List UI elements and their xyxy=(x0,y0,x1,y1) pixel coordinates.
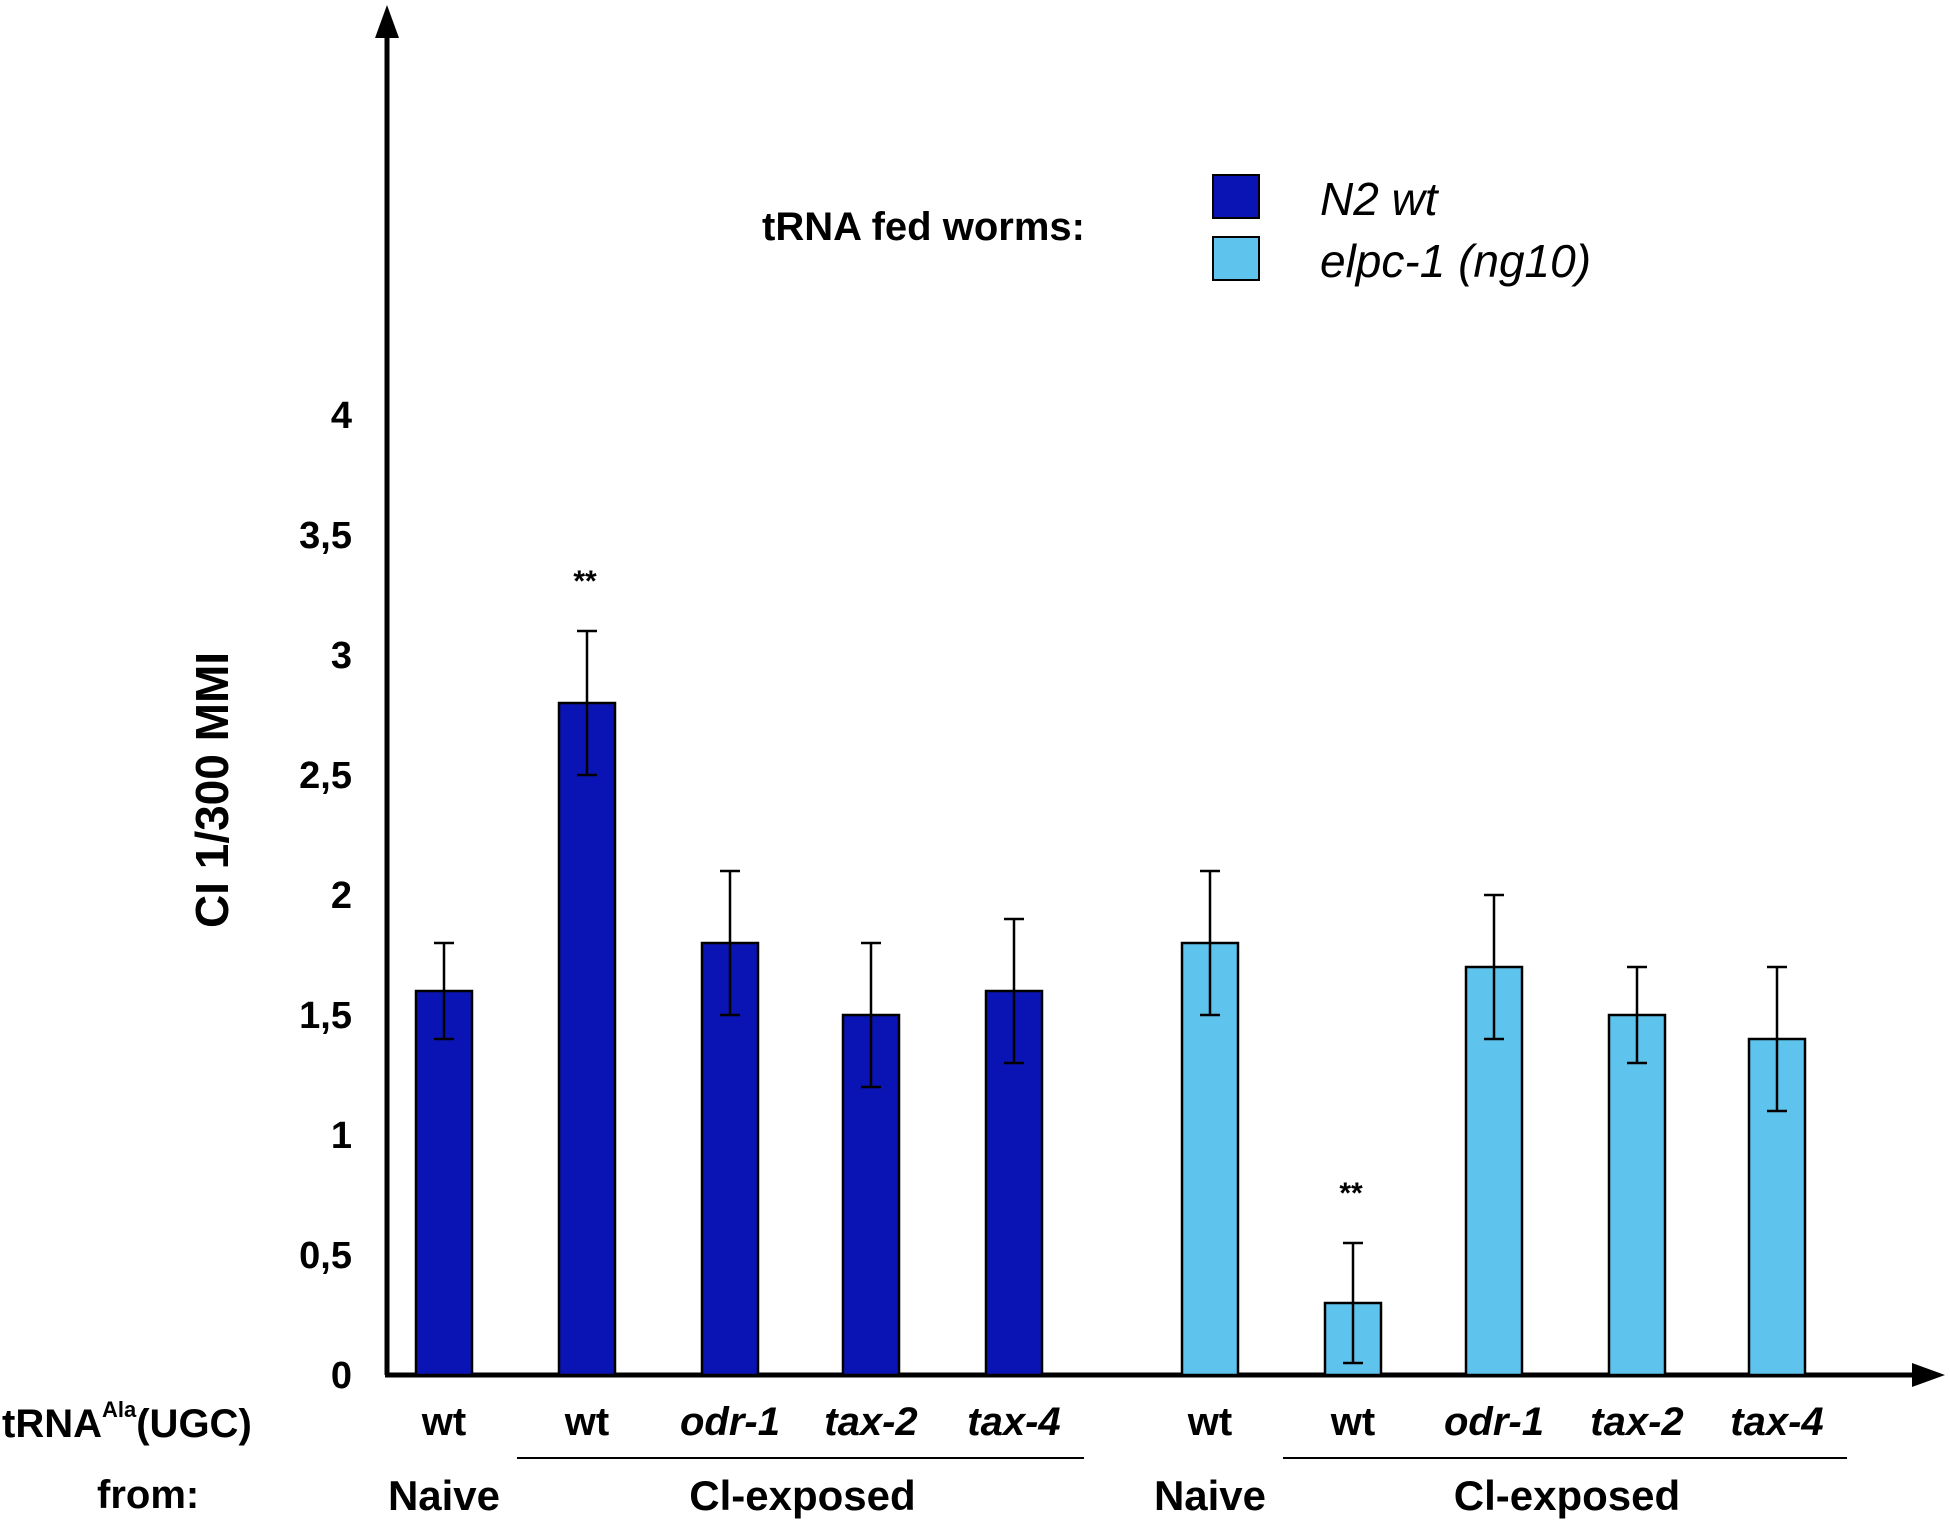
legend-swatch-elpc-1 xyxy=(1212,236,1260,281)
bar-n2-2 xyxy=(557,701,617,1377)
bar-n2-1 xyxy=(414,989,474,1377)
x-category-label: odr-1 xyxy=(1444,1400,1544,1444)
y-tick-label: 0 xyxy=(331,1355,352,1397)
y-tick-label: 4 xyxy=(331,395,352,437)
y-tick-label: 3 xyxy=(331,635,352,677)
row-label-trna: tRNA xyxy=(2,1402,102,1446)
x-category-label: tax-2 xyxy=(824,1400,917,1444)
x-category-label: tax-4 xyxy=(967,1400,1060,1444)
y-tick-label: 2 xyxy=(331,875,352,917)
row-label-from: from: xyxy=(97,1473,199,1517)
legend: tRNA fed worms: N2 wt elpc-1 (ng10) xyxy=(762,173,1591,287)
group-label-cl-exposed: Cl-exposed xyxy=(1454,1472,1680,1519)
group-label-naive: Naive xyxy=(388,1472,500,1519)
y-axis-label: CI 1/300 MMI xyxy=(186,652,238,928)
x-category-label: wt xyxy=(421,1400,466,1444)
y-tick-label: 1,5 xyxy=(299,995,352,1037)
y-tick-label: 3,5 xyxy=(299,515,352,557)
x-axis-arrowhead xyxy=(1912,1363,1945,1387)
bar-elpc1-4 xyxy=(1607,1013,1667,1377)
y-tick-label: 1 xyxy=(331,1115,352,1157)
x-category-label: wt xyxy=(564,1400,609,1444)
x-category-label: tax-2 xyxy=(1590,1400,1683,1444)
row-label: tRNAAla(UGC) xyxy=(2,1397,252,1446)
x-category-label: wt xyxy=(1330,1400,1375,1444)
legend-title: tRNA fed worms: xyxy=(762,205,1085,249)
significance-marker: ** xyxy=(573,565,597,598)
group-label-naive: Naive xyxy=(1154,1472,1266,1519)
group-label-cl-exposed: Cl-exposed xyxy=(689,1472,915,1519)
legend-label-elpc-1: elpc-1 (ng10) xyxy=(1320,235,1591,287)
x-category-label: tax-4 xyxy=(1730,1400,1823,1444)
legend-swatch-n2-wt xyxy=(1212,174,1260,219)
y-tick-label: 0,5 xyxy=(299,1235,352,1277)
legend-label-n2-wt: N2 wt xyxy=(1320,173,1440,225)
x-category-label: odr-1 xyxy=(680,1400,780,1444)
bar-n2-5 xyxy=(984,989,1044,1377)
y-axis-arrowhead xyxy=(375,5,399,38)
row-label-superscript: Ala xyxy=(102,1397,137,1422)
y-tick-label: 2,5 xyxy=(299,755,352,797)
row-label-suffix: (UGC) xyxy=(136,1402,252,1446)
significance-marker: ** xyxy=(1339,1177,1363,1210)
x-category-label: wt xyxy=(1187,1400,1232,1444)
